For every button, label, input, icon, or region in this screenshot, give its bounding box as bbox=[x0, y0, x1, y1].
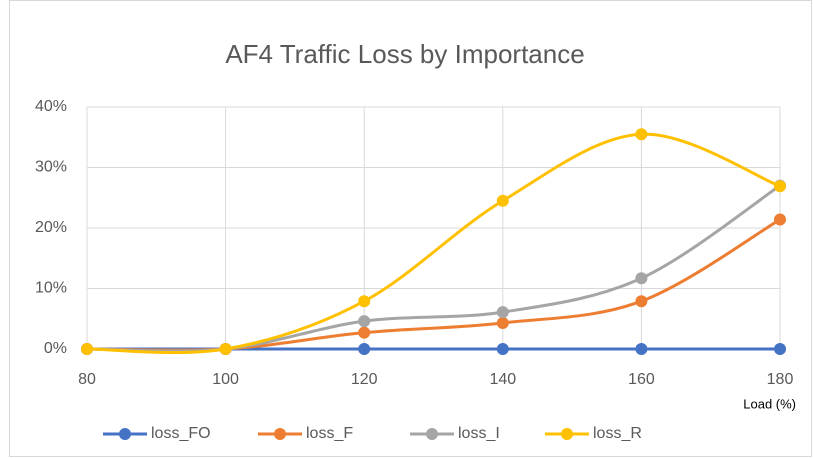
legend-label: loss_R bbox=[593, 425, 642, 442]
legend-marker bbox=[561, 428, 573, 440]
data-point bbox=[774, 213, 786, 226]
data-point bbox=[496, 316, 509, 329]
data-point bbox=[496, 194, 509, 207]
legend-label: loss_FO bbox=[151, 425, 211, 442]
data-point bbox=[635, 272, 648, 285]
x-tick-label: 100 bbox=[212, 371, 239, 388]
series-line bbox=[86, 132, 781, 355]
data-point bbox=[358, 295, 371, 308]
data-point bbox=[635, 128, 648, 141]
data-point bbox=[358, 315, 371, 328]
x-tick-label: 140 bbox=[489, 371, 516, 388]
data-point bbox=[635, 295, 648, 308]
data-point bbox=[774, 343, 786, 355]
x-axis-label: Load (%) bbox=[743, 396, 796, 411]
data-point bbox=[496, 306, 509, 319]
legend-marker bbox=[274, 428, 286, 440]
legend-label: loss_F bbox=[306, 425, 353, 442]
data-point bbox=[774, 180, 786, 193]
data-point bbox=[635, 343, 648, 355]
y-tick-label: 0% bbox=[44, 340, 67, 357]
x-tick-label: 120 bbox=[351, 371, 378, 388]
y-tick-label: 20% bbox=[35, 219, 67, 236]
data-point bbox=[358, 326, 371, 339]
x-tick-label: 80 bbox=[78, 371, 96, 388]
y-tick-label: 10% bbox=[35, 280, 67, 297]
legend-marker bbox=[426, 428, 438, 440]
data-point bbox=[358, 343, 371, 355]
data-point bbox=[496, 343, 509, 355]
legend-label: loss_I bbox=[458, 425, 500, 442]
data-point bbox=[81, 343, 93, 355]
y-tick-label: 40% bbox=[35, 98, 67, 115]
x-tick-label: 160 bbox=[628, 371, 655, 388]
x-tick-label: 180 bbox=[767, 371, 794, 388]
y-tick-label: 30% bbox=[35, 159, 67, 176]
chart-title: AF4 Traffic Loss by Importance bbox=[225, 39, 584, 69]
legend-marker bbox=[119, 428, 131, 440]
data-point bbox=[219, 343, 232, 355]
